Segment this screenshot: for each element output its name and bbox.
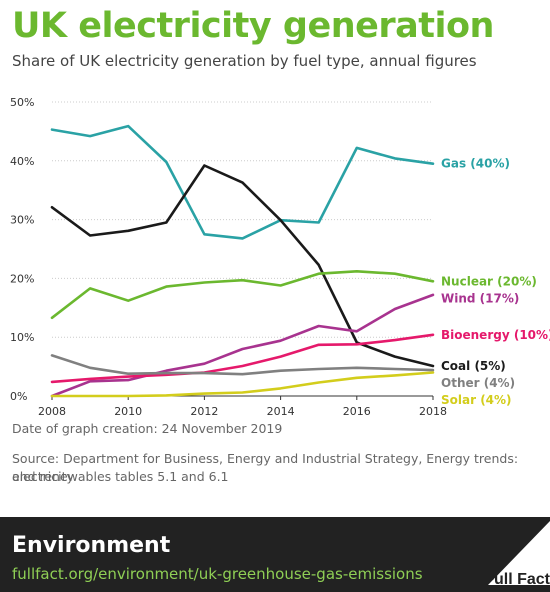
x-tick-label: 2016 xyxy=(343,405,371,418)
series-line-bioenergy xyxy=(50,333,435,384)
series-layer xyxy=(50,124,435,398)
series-label-nuclear: Nuclear (20%) xyxy=(441,274,537,288)
x-tick-label: 2010 xyxy=(114,405,142,418)
label-layer: Gas (40%) Nuclear (20%) Wind (17%) Bioenerg… xyxy=(441,157,550,407)
series-label-solar: Solar (4%) xyxy=(441,393,512,407)
footer-bar: Environment fullfact.org/environment/uk-… xyxy=(0,517,550,592)
axis-layer: 0% 10% 20% 30% 40% 50% 2008 2010 2012 2014 2016 201… xyxy=(10,96,447,418)
x-tick-label: 2012 xyxy=(190,405,218,418)
x-tick-label: 2018 xyxy=(419,405,447,418)
logo-triangle-icon xyxy=(488,521,550,585)
series-label-coal: Coal (5%) xyxy=(441,359,506,373)
source-note-line-2: and renewables tables 5.1 and 6.1 xyxy=(12,469,229,484)
y-tick-label: 20% xyxy=(10,272,34,285)
series-line-solar xyxy=(50,371,435,398)
y-tick-label: 50% xyxy=(10,96,34,109)
line-chart: 0% 10% 20% 30% 40% 50% 2008 2010 2012 2014 2016 201… xyxy=(10,96,550,418)
chart-title: UK electricity generation xyxy=(12,6,494,46)
creation-date-note: Date of graph creation: 24 November 2019 xyxy=(12,421,283,436)
series-line-wind xyxy=(50,293,435,398)
x-tick-label: 2008 xyxy=(38,405,66,418)
series-line-gas xyxy=(50,124,435,240)
y-tick-label: 40% xyxy=(10,155,34,168)
y-tick-label: 0% xyxy=(10,390,27,403)
series-line-nuclear xyxy=(50,270,435,320)
series-line-coal xyxy=(50,164,435,368)
series-label-wind: Wind (17%) xyxy=(441,291,519,305)
series-label-bioenergy: Bioenergy (10%) xyxy=(441,328,550,342)
source-note-line-1: Source: Department for Business, Energy … xyxy=(12,451,519,484)
article-link[interactable]: fullfact.org/environment/uk-greenhouse-g… xyxy=(12,565,423,583)
full-fact-logo[interactable]: Full Fact xyxy=(450,517,550,592)
section-title: Environment xyxy=(12,533,171,558)
y-tick-label: 30% xyxy=(10,214,34,227)
series-label-gas: Gas (40%) xyxy=(441,157,510,171)
grid-layer xyxy=(52,101,433,338)
series-label-other: Other (4%) xyxy=(441,376,515,390)
x-tick-label: 2014 xyxy=(267,405,295,418)
y-tick-label: 10% xyxy=(10,331,34,344)
series-line-other xyxy=(50,354,435,376)
logo-wordmark: Full Fact xyxy=(484,571,550,588)
chart-subtitle: Share of UK electricity generation by fu… xyxy=(12,52,477,70)
